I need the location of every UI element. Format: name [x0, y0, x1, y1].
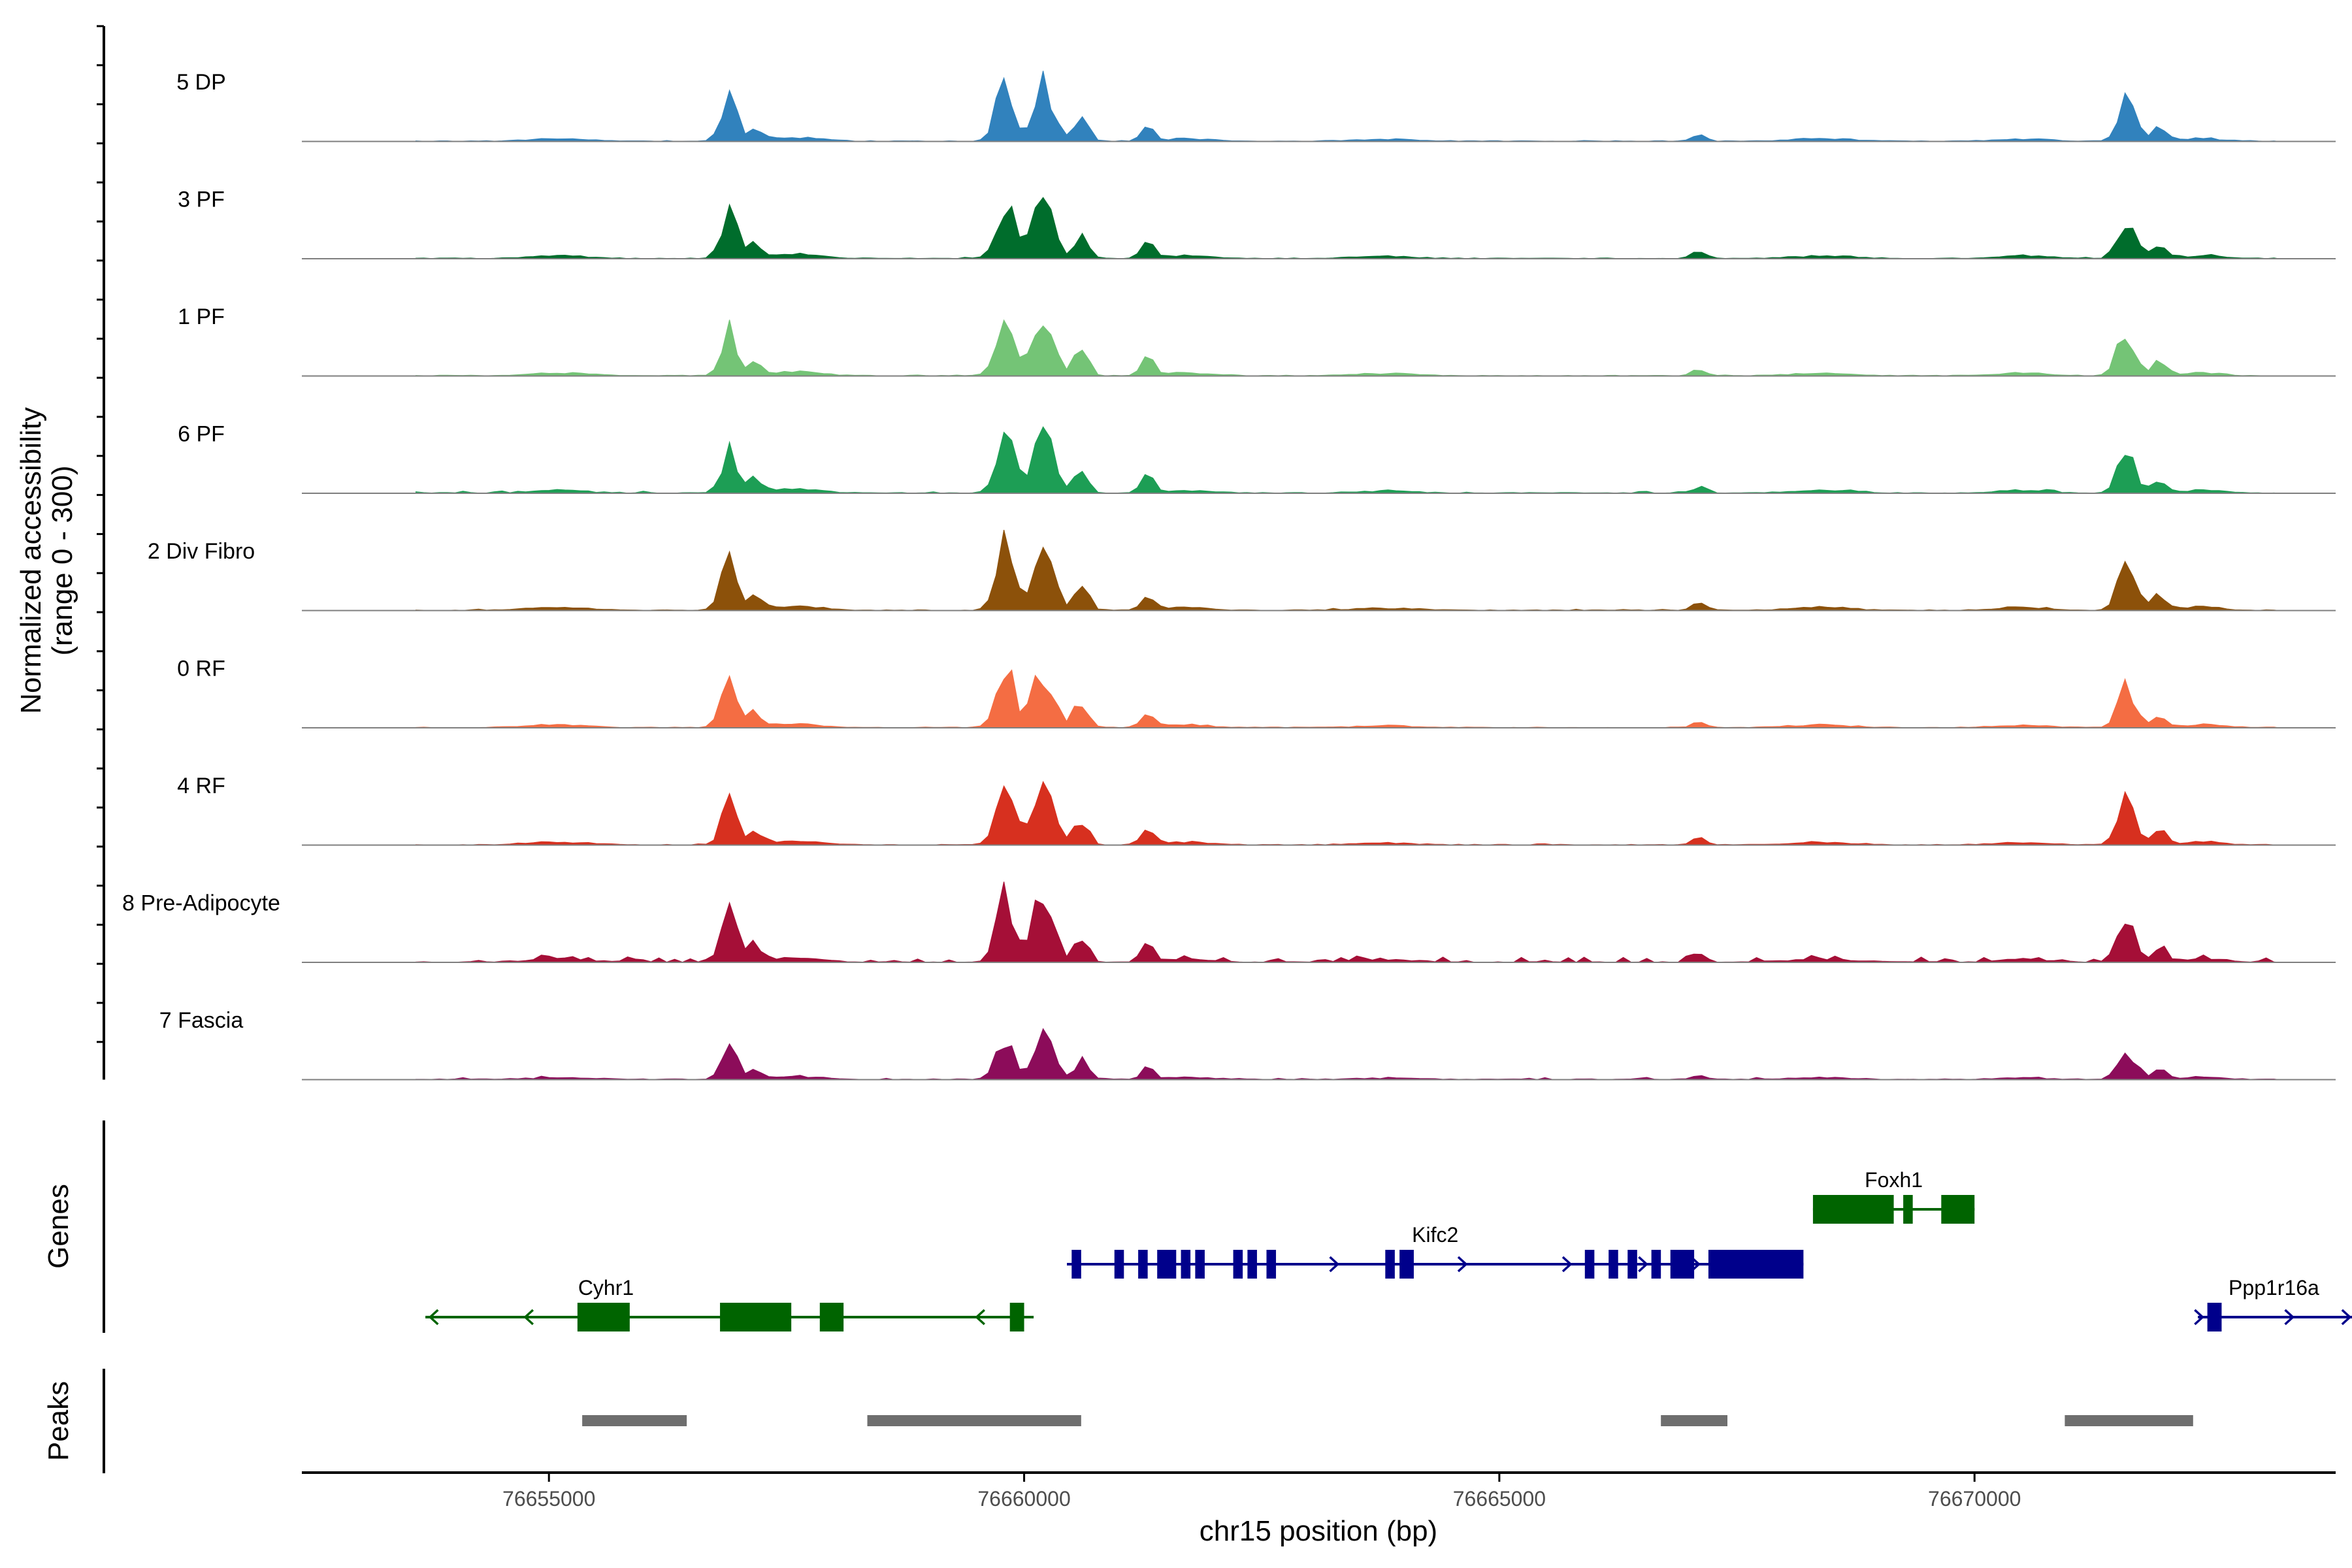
- track-0-rf: 0 RF: [177, 657, 2336, 728]
- peak-region: [2065, 1415, 2193, 1426]
- peak-regions: [582, 1415, 2193, 1426]
- gene-cyhr1: Cyhr1: [425, 1276, 1034, 1331]
- x-axis-title: chr15 position (bp): [1200, 1515, 1437, 1547]
- exon: [819, 1303, 844, 1331]
- exon: [1385, 1250, 1395, 1279]
- track-label: 0 RF: [177, 657, 225, 681]
- exon: [1233, 1250, 1243, 1279]
- peaks-panel: Peaks: [42, 1369, 2193, 1473]
- coverage-area: [415, 529, 2279, 612]
- gene-name-label: Cyhr1: [578, 1276, 634, 1299]
- track-5-dp: 5 DP: [176, 70, 2336, 142]
- x-tick-label: 76655000: [502, 1487, 595, 1511]
- track-label: 2 Div Fibro: [148, 539, 255, 564]
- strand-arrow: [2194, 1309, 2204, 1326]
- track-3-pf: 3 PF: [178, 188, 2336, 259]
- coverage-area: [415, 881, 2279, 963]
- exon: [1708, 1250, 1804, 1279]
- track-label: 4 RF: [177, 774, 225, 798]
- x-tick-label: 76660000: [977, 1487, 1070, 1511]
- exon: [1009, 1303, 1024, 1331]
- y-axis-title: Normalized accessibility (range 0 - 300): [15, 407, 78, 713]
- track-label: 6 PF: [178, 422, 225, 447]
- exon: [1138, 1250, 1148, 1279]
- exon: [720, 1303, 792, 1331]
- coverage-area: [415, 319, 2279, 377]
- exon: [1584, 1250, 1595, 1279]
- track-label: 8 Pre-Adipocyte: [122, 891, 280, 916]
- y-axis-label: Normalized accessibility: [15, 407, 47, 713]
- exon: [1941, 1195, 1975, 1224]
- strand-arrow: [523, 1309, 534, 1326]
- genes-panel: Genes Cyhr1 Kifc2 Foxh1 Ppp1r16a: [42, 1120, 2352, 1333]
- x-axis-ticks: 76655000 76660000 76665000 76670000: [502, 1473, 2021, 1511]
- x-axis: 76655000 76660000 76665000 76670000 chr15 p…: [302, 1471, 2336, 1547]
- strand-arrow: [1329, 1256, 1340, 1273]
- coverage-area: [415, 781, 2279, 846]
- gene-name-label: Ppp1r16a: [2229, 1276, 2319, 1299]
- track-label: 3 PF: [178, 188, 225, 212]
- strand-arrow: [1457, 1256, 1468, 1273]
- peak-region: [1661, 1415, 1728, 1426]
- coverage-area: [415, 426, 2279, 494]
- coverage-area: [415, 669, 2279, 728]
- coverage-area: [415, 1028, 2279, 1081]
- exon: [1157, 1250, 1177, 1279]
- track-4-rf: 4 RF: [177, 774, 2336, 846]
- track-2-div-fibro: 2 Div Fibro: [148, 529, 2336, 612]
- exon: [1812, 1195, 1894, 1224]
- gene-name-label: Kifc2: [1412, 1223, 1458, 1247]
- genes-track-label: Genes: [42, 1184, 74, 1269]
- gene-kifc2: Kifc2: [1067, 1223, 1804, 1279]
- peaks-track-label: Peaks: [42, 1381, 74, 1461]
- strand-arrow: [1638, 1256, 1648, 1273]
- strand-arrow: [2341, 1309, 2352, 1326]
- coverage-area: [415, 71, 2279, 142]
- coverage-area: [415, 197, 2279, 259]
- gene-ppp1r16a: Ppp1r16a: [2194, 1276, 2352, 1331]
- peak-region: [582, 1415, 687, 1426]
- track-1-pf: 1 PF: [178, 304, 2336, 377]
- x-tick-label: 76670000: [1928, 1487, 2021, 1511]
- exon: [1609, 1250, 1618, 1279]
- track-6-pf: 6 PF: [178, 422, 2336, 494]
- coverage-tracks: 5 DP 3 PF 1 PF 6 PF 2 Div Fibro 0 RF 4 RF 8 Pre…: [122, 70, 2336, 1081]
- exon: [1627, 1250, 1637, 1279]
- gene-models: Cyhr1 Kifc2 Foxh1 Ppp1r16a: [425, 1168, 2352, 1331]
- exon: [1247, 1250, 1257, 1279]
- track-label: 5 DP: [176, 70, 226, 95]
- exon: [1195, 1250, 1205, 1279]
- gene-foxh1: Foxh1: [1812, 1168, 1975, 1224]
- y-axis-range-label: (range 0 - 300): [46, 465, 78, 655]
- gene-name-label: Foxh1: [1865, 1168, 1923, 1192]
- track-8-pre-adipocyte: 8 Pre-Adipocyte: [122, 881, 2336, 963]
- exon: [1071, 1250, 1081, 1279]
- peak-region: [867, 1415, 1081, 1426]
- exon: [577, 1303, 630, 1331]
- exon: [1114, 1250, 1124, 1279]
- strand-arrow: [1561, 1256, 1573, 1273]
- exon: [1181, 1250, 1191, 1279]
- coverage-y-axis: [97, 25, 105, 1080]
- track-7-fascia: 7 Fascia: [159, 1008, 2336, 1081]
- exon: [1651, 1250, 1661, 1279]
- exon: [1903, 1195, 1913, 1224]
- track-label: 1 PF: [178, 304, 225, 329]
- track-label: 7 Fascia: [159, 1008, 244, 1033]
- strand-arrow: [2284, 1309, 2295, 1326]
- exon: [2207, 1303, 2222, 1331]
- x-tick-label: 76665000: [1453, 1487, 1546, 1511]
- strand-arrow: [975, 1309, 986, 1326]
- exon: [1399, 1250, 1414, 1279]
- strand-arrow: [428, 1309, 439, 1326]
- exon: [1670, 1250, 1695, 1279]
- exon: [1266, 1250, 1277, 1279]
